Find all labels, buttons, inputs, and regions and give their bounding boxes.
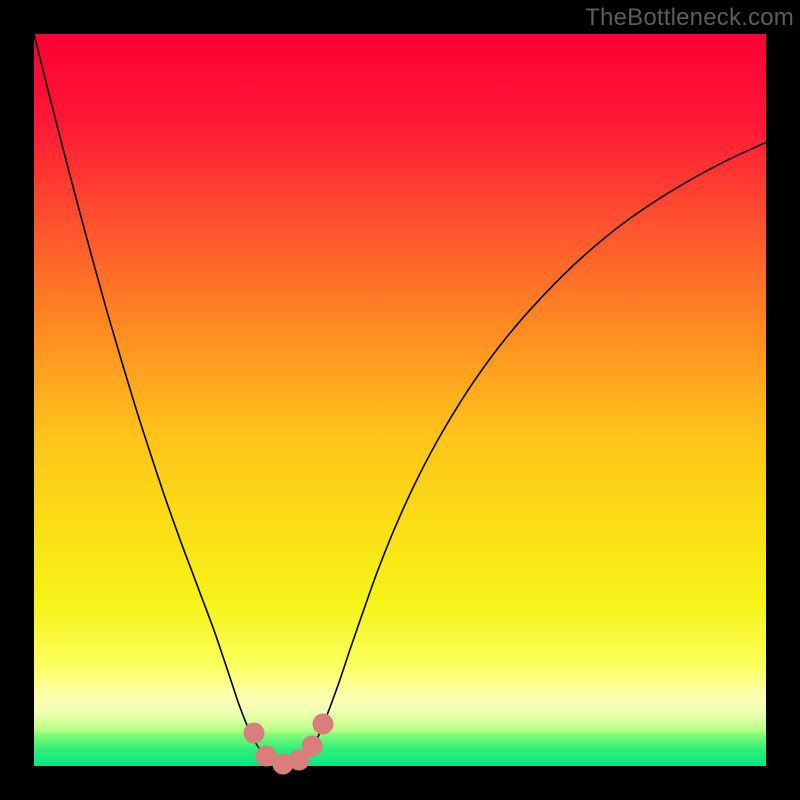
- plot-area: [34, 34, 766, 766]
- curve-markers-group: [34, 34, 766, 766]
- watermark-text: TheBottleneck.com: [585, 4, 794, 32]
- curve-marker: [302, 735, 323, 756]
- curve-marker: [313, 713, 334, 734]
- canvas: TheBottleneck.com: [0, 0, 800, 800]
- curve-marker: [243, 723, 264, 744]
